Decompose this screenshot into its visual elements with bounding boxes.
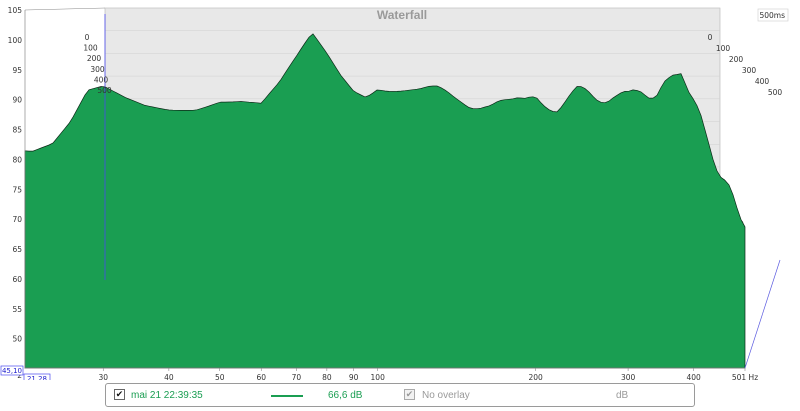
overlay-unit: dB [616,390,629,401]
overlay-label: No overlay [422,390,470,401]
x-tick-label: 100 [371,373,386,380]
trace-checkbox[interactable]: ✔ [114,389,125,400]
time-tick-label-right: 400 [755,77,770,86]
trace-color-swatch [271,395,303,397]
x-tick-label: 70 [292,373,302,380]
y-tick-label: 95 [12,66,22,75]
x-tick-label: 80 [322,373,332,380]
y-tick-label: 105 [8,6,23,15]
x-tick-label: 300 [621,373,636,380]
time-tick-label-right: 0 [708,33,713,42]
x-tick-label: 200 [529,373,544,380]
x-tick-label: 400 [687,373,702,380]
y-tick-label: 55 [12,305,22,314]
time-tick-label-right: 300 [742,66,757,75]
x-tick-label: 90 [349,373,359,380]
time-tick-label-left: 0 [85,33,90,42]
x-tick-label: 50 [215,373,225,380]
y-tick-label: 100 [8,36,23,45]
x-tick-label: 30 [99,373,109,380]
y-tick-label: 80 [12,155,22,164]
time-tick-label-left: 400 [94,75,109,84]
depth-edge-left [24,7,106,11]
time-tick-label-right: 100 [716,44,731,53]
chart-title: Waterfall [377,8,427,22]
x-readout: 21,28 [27,375,47,380]
waterfall-slice [24,33,746,369]
y-tick-label: 90 [12,96,22,105]
legend-bar: ✔ mai 21 22:39:35 66,6 dB ✔ No overlay d… [105,383,695,407]
x-tick-label: 40 [164,373,174,380]
depth-edge-right [744,259,781,369]
time-tick-label-right: 500 [768,88,783,97]
waterfall-chart: 50 55 60 65 70 75 80 85 90 95 100 105 2 30 40 50 60 70 80 9… [0,6,789,380]
overlay-checkbox[interactable]: ✔ [404,389,415,400]
x-tick-label: 60 [256,373,266,380]
time-span-label: 500ms [759,11,785,20]
y-extra-label: 2 [17,371,22,380]
waterfall-slices [24,33,746,369]
x-readout-box [23,373,51,380]
y-tick-label: 60 [12,275,22,284]
y-tick-label: 85 [12,126,22,135]
y-tick-label: 50 [12,335,22,344]
y-tick-label: 65 [12,245,22,254]
time-tick-label-right: 200 [729,55,744,64]
y-readout-box [0,365,24,376]
time-tick-label-left: 100 [83,44,98,53]
time-tick-label-left: 300 [90,65,105,74]
y-readout: 45,10 [2,367,22,375]
time-tick-label-left: 200 [87,54,102,63]
trace-level: 66,6 dB [328,390,363,401]
time-span-box [757,8,789,22]
axes: 50 55 60 65 70 75 80 85 90 95 100 105 2 30 40 50 60 70 80 9… [0,6,783,380]
time-tick-label-left: 500 [97,86,112,95]
trace-name: mai 21 22:39:35 [131,390,203,401]
x-tick-label: 501 Hz [732,373,758,380]
y-tick-label: 70 [12,215,22,224]
y-tick-label: 75 [12,185,22,194]
